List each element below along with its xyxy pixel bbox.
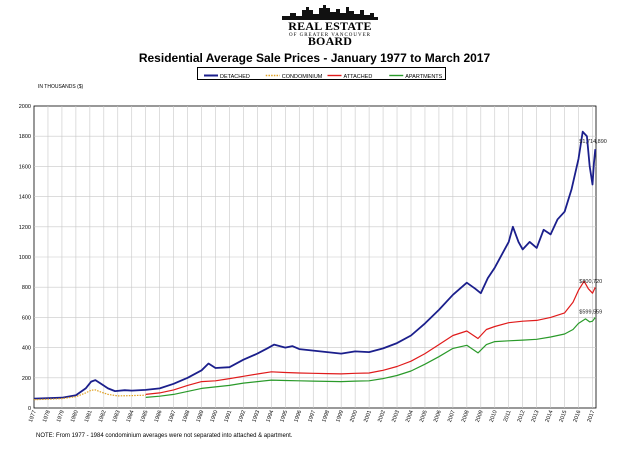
x-tick-label: 2014 bbox=[545, 410, 555, 424]
legend-label: DETACHED bbox=[220, 74, 250, 80]
y-tick-label: 200 bbox=[22, 376, 31, 382]
x-tick-label: 2017 bbox=[587, 410, 597, 424]
series-line-apartments bbox=[145, 317, 596, 398]
footnote: NOTE: From 1977 - 1984 condominium avera… bbox=[36, 433, 293, 439]
y-tick-label: 1600 bbox=[19, 164, 31, 170]
x-tick-label: 2008 bbox=[461, 410, 471, 424]
x-tick-label: 1984 bbox=[126, 410, 136, 424]
x-tick-label: 1995 bbox=[279, 410, 289, 424]
x-tick-label: 1978 bbox=[42, 410, 52, 424]
x-tick-label: 1991 bbox=[224, 410, 234, 424]
x-tick-label: 2013 bbox=[531, 410, 541, 424]
y-tick-label: 600 bbox=[22, 315, 31, 321]
x-tick-label: 2016 bbox=[573, 410, 583, 424]
reb-logo: REAL ESTATE BOARD OF GREATER VANCOUVER bbox=[270, 4, 390, 48]
y-tick-label: 2000 bbox=[19, 104, 31, 110]
y-axis-label: IN THOUSANDS ($) bbox=[38, 84, 84, 90]
x-tick-label: 2007 bbox=[447, 410, 457, 424]
x-tick-label: 1993 bbox=[251, 410, 261, 424]
x-tick-label: 1992 bbox=[237, 410, 247, 424]
data-label: $1,714,890 bbox=[579, 139, 607, 145]
x-tick-label: 1980 bbox=[70, 410, 80, 424]
logo-name: REAL ESTATE BOARD bbox=[288, 19, 372, 48]
x-tick-label: 1979 bbox=[56, 410, 66, 424]
series-line-detached bbox=[33, 130, 597, 400]
x-tick-label: 1981 bbox=[84, 410, 94, 424]
y-tick-label: 800 bbox=[22, 285, 31, 291]
x-tick-label: 2010 bbox=[489, 410, 499, 424]
x-tick-label: 2002 bbox=[377, 410, 387, 424]
x-tick-label: 1994 bbox=[265, 410, 275, 424]
x-tick-label: 1997 bbox=[307, 410, 317, 424]
x-tick-label: 1999 bbox=[335, 410, 345, 424]
x-tick-label: 1985 bbox=[140, 410, 150, 424]
x-tick-label: 2004 bbox=[405, 410, 415, 424]
x-tick-label: 2005 bbox=[419, 410, 429, 424]
y-tick-label: 0 bbox=[28, 406, 31, 412]
y-tick-label: 400 bbox=[22, 346, 31, 352]
legend: DETACHED CONDOMINIUM ATTACHED APARTMENTS bbox=[197, 67, 446, 80]
x-tick-label: 1998 bbox=[321, 410, 331, 424]
legend-label: CONDOMINIUM bbox=[282, 74, 323, 80]
series-line-attached bbox=[145, 280, 596, 395]
x-tick-label: 1988 bbox=[182, 410, 192, 424]
data-label: $599,559 bbox=[579, 310, 602, 316]
y-tick-label: 1000 bbox=[19, 255, 31, 261]
x-tick-label: 1977 bbox=[28, 410, 38, 424]
x-tick-label: 1986 bbox=[154, 410, 164, 424]
data-label: $800,720 bbox=[579, 279, 602, 285]
x-tick-label: 1983 bbox=[112, 410, 122, 424]
x-tick-label: 2006 bbox=[433, 410, 443, 424]
logo-subname: OF GREATER VANCOUVER bbox=[288, 33, 372, 38]
legend-label: APARTMENTS bbox=[405, 74, 442, 80]
x-tick-label: 1990 bbox=[210, 410, 220, 424]
x-tick-label: 2009 bbox=[475, 410, 485, 424]
series-line-condominium bbox=[33, 389, 146, 401]
city-skyline-icon bbox=[282, 5, 378, 20]
x-tick-label: 1982 bbox=[98, 410, 108, 424]
legend-entries: DETACHED CONDOMINIUM ATTACHED APARTMENTS bbox=[204, 74, 443, 80]
y-tick-label: 1200 bbox=[19, 225, 31, 231]
x-tick-label: 2003 bbox=[391, 410, 401, 424]
y-tick-label: 1400 bbox=[19, 195, 31, 201]
x-tick-label: 1987 bbox=[168, 410, 178, 424]
x-tick-label: 2001 bbox=[363, 410, 373, 424]
x-tick-label: 2015 bbox=[559, 410, 569, 424]
x-tick-label: 2000 bbox=[349, 410, 359, 424]
x-tick-label: 2012 bbox=[517, 410, 527, 424]
y-tick-label: 1800 bbox=[19, 134, 31, 140]
chart-title: Residential Average Sale Prices - Januar… bbox=[138, 51, 491, 65]
x-tick-label: 2011 bbox=[503, 410, 513, 423]
x-tick-label: 1996 bbox=[293, 410, 303, 424]
x-tick-label: 1989 bbox=[196, 410, 206, 424]
legend-label: ATTACHED bbox=[344, 74, 373, 80]
